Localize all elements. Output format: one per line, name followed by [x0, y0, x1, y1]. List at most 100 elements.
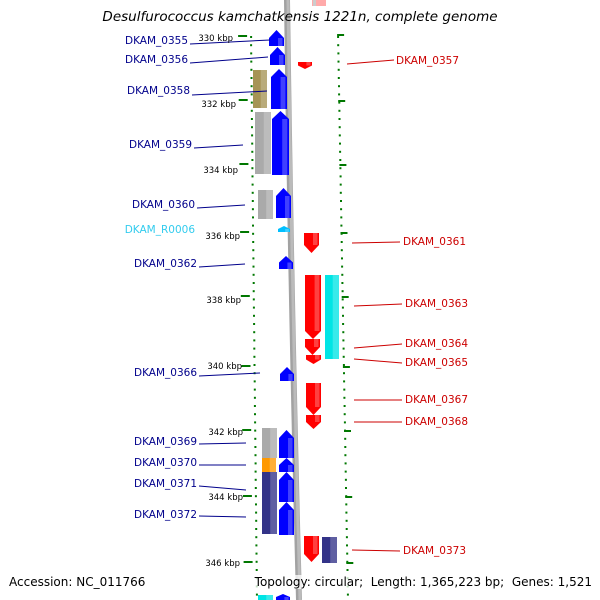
ruler-tick-label: 344 kbp [208, 493, 243, 503]
gene-arrow-highlight [288, 480, 293, 502]
tick-dot [254, 421, 257, 424]
tick-dot [255, 536, 258, 539]
gene-arrow-body [272, 111, 289, 175]
ruler-tick-label: 342 kbp [208, 428, 243, 438]
tick-dot [343, 372, 345, 375]
tick-dot [346, 569, 349, 571]
tick-dot [251, 167, 254, 170]
tick-dot [255, 569, 258, 571]
gene-label-right: DKAM_0357 [346, 55, 459, 67]
gene-label-right-text: DKAM_0363 [405, 298, 468, 310]
gene-arrow-bottom [276, 594, 290, 600]
gene-arrow-highlight [282, 119, 288, 175]
top-edge-minus-block-gray [313, 0, 316, 6]
cog-block-fill [325, 275, 339, 359]
gene-arrow-highlight [315, 383, 320, 407]
ruler-tick-label: 336 kbp [205, 232, 240, 242]
tick-dot [254, 446, 257, 448]
cog-block-0373 [322, 537, 337, 563]
cog-block-0370 [262, 458, 276, 472]
tick-dot [251, 126, 253, 129]
tick-dot [254, 478, 257, 481]
gene-arrow-highlight [285, 229, 289, 232]
tick-dot [254, 413, 256, 416]
ruler-tick-label: 330 kbp [198, 34, 233, 44]
gene-label-right-leader [353, 303, 403, 307]
gene-arrow-body [305, 275, 321, 339]
tick-dot [252, 216, 254, 219]
gene-label-left-text: DKAM_0370 [134, 457, 197, 469]
gene-arrow-highlight [314, 339, 319, 347]
gene-arrow-body [304, 233, 319, 253]
tick-dot [254, 487, 257, 489]
gene-arrow-body [280, 367, 294, 381]
gene-arrow-highlight [287, 262, 292, 269]
tick-dot [252, 224, 254, 227]
tick-dot [251, 175, 254, 178]
gene-arrow-body [298, 62, 312, 69]
map-title: Desulfurococcus kamchatkensis 1221n, com… [102, 9, 498, 25]
ruler-minor-dash [337, 34, 345, 36]
cog-block-shade [270, 472, 277, 534]
tick-dot [345, 519, 348, 522]
tick-dot [339, 150, 342, 153]
tick-dot [251, 208, 254, 211]
cog-block-shade [332, 275, 339, 359]
accession-label: Accession: [9, 575, 73, 589]
gene-label-right-text: DKAM_0373 [403, 545, 466, 557]
gene-arrow-0357 [298, 62, 312, 69]
cog-block-fill [262, 458, 276, 472]
cog-block-fill [255, 112, 271, 174]
tick-dot [253, 380, 256, 383]
gene-arrow-0368 [306, 415, 321, 429]
tick-dot [341, 290, 344, 293]
gene-label-left: DKAM_0372 [134, 509, 247, 521]
tick-dot [255, 560, 258, 563]
gene-arrow-highlight [313, 536, 318, 554]
gene-label-left-leader [189, 39, 271, 45]
tick-dot [252, 273, 255, 276]
tick-dot [338, 101, 341, 104]
gene-label-left-text: DKAM_0372 [134, 509, 197, 521]
gene-arrow-highlight [288, 465, 293, 472]
accession-value: NC_011766 [76, 575, 146, 589]
tick-dot [339, 142, 341, 145]
gene-label-right-text: DKAM_0361 [403, 236, 466, 248]
ruler-major-dash [243, 561, 253, 563]
topology-label: Topology: [254, 575, 311, 589]
gene-label-right-leader [353, 343, 403, 349]
tick-dot [251, 159, 254, 161]
gene-arrow-0365 [306, 355, 321, 364]
tick-dot [255, 593, 258, 596]
cog-block-0371-0372 [262, 472, 277, 534]
ruler-minor-dash [346, 562, 354, 564]
gene-label-right: DKAM_0361 [351, 236, 466, 248]
gene-label-left: DKAM_0371 [134, 478, 247, 491]
tick-dot [252, 282, 255, 284]
genome-ruler [284, 0, 326, 600]
gene-label-left-text: DKAM_0371 [134, 478, 197, 490]
tick-dot [252, 241, 255, 243]
tick-dot [251, 150, 254, 153]
ruler-tick-label: 346 kbp [205, 559, 240, 569]
gene-label-left-text: DKAM_0369 [134, 436, 197, 448]
tick-dot [343, 396, 346, 399]
tick-dot [255, 519, 258, 522]
tick-dot [343, 388, 346, 391]
ruler-minor-dash [341, 296, 349, 298]
tick-dot [252, 257, 255, 260]
cog-block-fill [262, 472, 277, 534]
gene-label-left: DKAM_0358 [127, 85, 268, 97]
tick-dot [253, 339, 256, 342]
tick-dot [250, 60, 253, 63]
ruler-major-dash [238, 35, 248, 37]
tick-dot [254, 437, 257, 440]
gene-arrow-body [276, 594, 290, 600]
gene-arrow-body [305, 339, 320, 355]
tick-dot [254, 470, 257, 473]
gene-label-right-leader [346, 59, 395, 65]
gene-label-left: DKAM_0356 [125, 54, 269, 66]
tick-dot [251, 200, 254, 202]
gene-label-left-leader [198, 515, 247, 518]
